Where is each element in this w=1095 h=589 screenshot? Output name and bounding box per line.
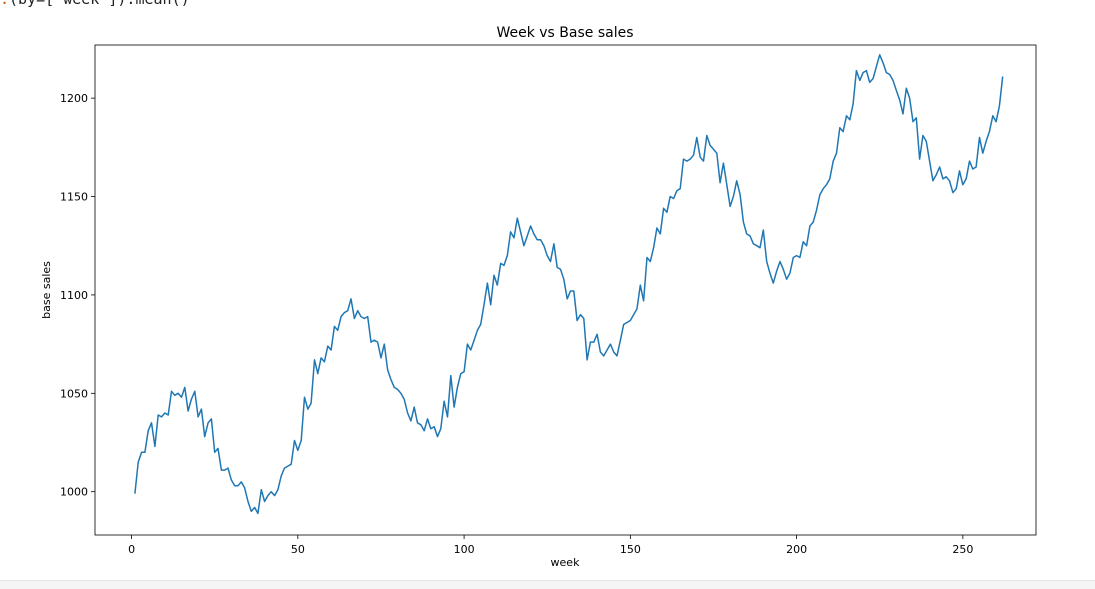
x-axis-ticks: 0 50 100 150 200 250	[128, 535, 973, 556]
code-snippet-fragment: .(by=['week']).mean()	[0, 0, 190, 8]
x-tick-label: 50	[291, 543, 305, 556]
axes-frame	[94, 44, 1037, 536]
y-axis-label: base sales	[40, 261, 53, 319]
base-sales-line	[134, 54, 1004, 515]
notebook-bottom-bar	[0, 580, 1095, 589]
y-tick-label: 1000	[60, 486, 88, 499]
y-tick-label: 1200	[60, 92, 88, 105]
y-axis-ticks: 1000 1050 1100 1150 1200	[60, 92, 95, 499]
series-layer	[134, 54, 1004, 515]
code-text: (by=['week']).mean()	[9, 0, 190, 8]
x-tick-label: 0	[128, 543, 135, 556]
y-tick-label: 1050	[60, 387, 88, 400]
y-tick-label: 1100	[60, 289, 88, 302]
x-axis-label: week	[551, 556, 581, 569]
x-tick-label: 150	[620, 543, 641, 556]
plot-area-border	[94, 44, 1037, 536]
code-dot: .	[0, 0, 9, 8]
x-tick-label: 200	[786, 543, 807, 556]
chart-title: Week vs Base sales	[496, 25, 633, 41]
x-tick-label: 250	[952, 543, 973, 556]
y-tick-label: 1150	[60, 191, 88, 204]
x-tick-label: 100	[454, 543, 475, 556]
